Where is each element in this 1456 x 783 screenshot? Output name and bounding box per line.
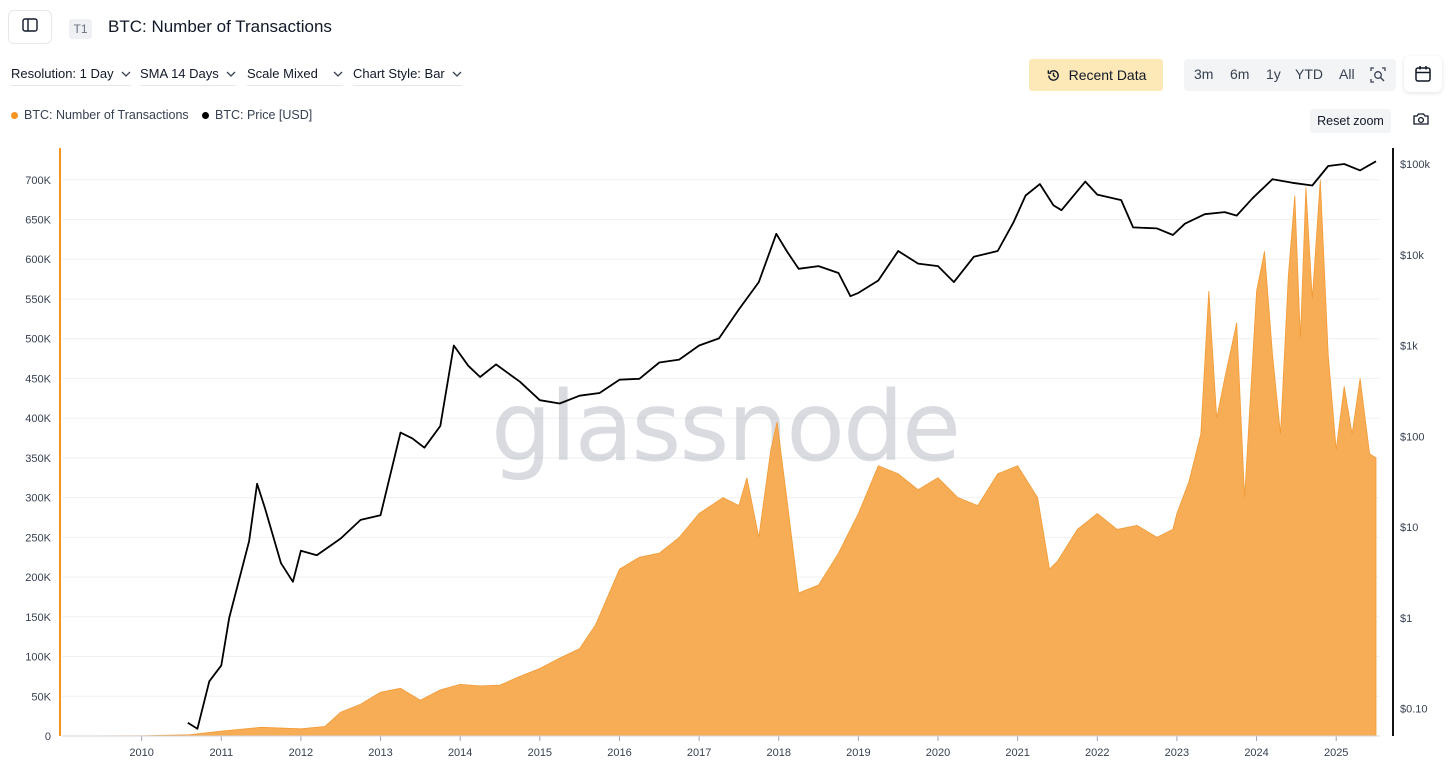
range-1y-button[interactable]: 1y [1266,66,1281,82]
chevron-down-icon [121,71,131,77]
watermark-text: glassnode [491,371,959,483]
chevron-down-icon [333,71,343,77]
transactions-area-series [61,179,1377,737]
y-right-tick-label: $1 [1400,613,1412,625]
range-6m-button[interactable]: 6m [1230,66,1250,82]
calendar-icon [1415,66,1431,82]
range-all-button[interactable]: All [1339,66,1355,82]
legend-dot [11,111,18,119]
chart-style-dropdown[interactable]: Chart Style: Bar [353,66,462,86]
y-left-tick-label: 600K [25,254,51,266]
x-tick-label: 2017 [687,747,711,759]
legend-item-transactions[interactable]: BTC: Number of Transactions [11,108,189,122]
y-right-tick-label: $10k [1400,250,1424,262]
range-selector: 3m 6m 1y YTD All [1184,59,1396,91]
y-left-tick-label: 0 [45,731,51,743]
y-right-tick-label: $1k [1400,341,1418,353]
y-right-tick-label: $0.10 [1400,704,1428,716]
chevron-down-icon [452,71,462,77]
resolution-dropdown[interactable]: Resolution: 1 Day [11,66,131,86]
sidebar-toggle-button[interactable] [8,10,52,44]
y-left-tick-label: 650K [25,215,51,227]
x-tick-label: 2011 [209,747,233,759]
y-left-tick-label: 400K [25,413,51,425]
resolution-label: Resolution: 1 Day [11,66,114,81]
y-left-tick-label: 150K [25,612,51,624]
x-tick-label: 2021 [1005,747,1029,759]
x-tick-label: 2019 [846,747,870,759]
y-left-tick-label: 250K [25,532,51,544]
legend-label: BTC: Number of Transactions [24,108,189,122]
camera-icon[interactable] [1412,111,1432,129]
sma-dropdown[interactable]: SMA 14 Days [140,66,236,86]
range-3m-button[interactable]: 3m [1194,66,1214,82]
recent-data-button[interactable]: Recent Data [1029,59,1163,91]
top-bar: T1 BTC: Number of Transactions [0,0,1456,56]
y-left-tick-label: 700K [25,175,51,187]
chevron-down-icon [226,71,236,77]
x-tick-label: 2022 [1085,747,1109,759]
y-left-tick-label: 450K [25,373,51,385]
y-left-tick-label: 350K [25,453,51,465]
x-tick-label: 2020 [926,747,950,759]
x-tick-label: 2012 [289,747,313,759]
x-tick-label: 2015 [528,747,552,759]
calendar-button[interactable] [1404,56,1442,92]
scale-dropdown[interactable]: Scale Mixed [247,66,343,86]
y-right-tick-label: $100k [1400,159,1430,171]
x-tick-label: 2010 [129,747,153,759]
y-left-tick-label: 500K [25,334,51,346]
y-left-tick-label: 100K [25,652,51,664]
recent-data-label: Recent Data [1068,67,1147,83]
reset-zoom-button[interactable]: Reset zoom [1310,109,1391,133]
sidebar-panel-icon [22,17,38,37]
chart-area[interactable]: 0 50K 100K 150K 200K 250K 300K 350K 400K 450K 500K… [0,140,1456,783]
y-left-tick-label: 200K [25,572,51,584]
legend-label: BTC: Price [USD] [215,108,313,122]
x-tick-label: 2025 [1324,747,1348,759]
legend-dot [202,111,209,119]
range-ytd-button[interactable]: YTD [1295,66,1323,82]
price-line-series [187,160,1377,730]
sma-label: SMA 14 Days [140,66,219,81]
chart-style-label: Chart Style: Bar [353,66,445,81]
legend-item-price[interactable]: BTC: Price [USD] [202,108,312,122]
y-left-tick-label: 550K [25,294,51,306]
x-tick-label: 2016 [607,747,631,759]
y-left-tick-label: 300K [25,493,51,505]
x-tick-label: 2014 [448,747,472,759]
x-tick-label: 2018 [766,747,790,759]
scale-label: Scale Mixed [247,66,318,81]
tier-badge: T1 [69,19,92,39]
y-right-tick-label: $10 [1400,522,1418,534]
history-icon [1047,69,1059,81]
x-tick-label: 2024 [1244,747,1268,759]
x-tick-label: 2023 [1165,747,1189,759]
y-left-tick-label: 50K [31,691,51,703]
y-right-tick-label: $100 [1400,431,1424,443]
x-tick-label: 2013 [368,747,392,759]
zoom-search-icon[interactable] [1370,67,1386,88]
page-title: BTC: Number of Transactions [108,17,332,36]
